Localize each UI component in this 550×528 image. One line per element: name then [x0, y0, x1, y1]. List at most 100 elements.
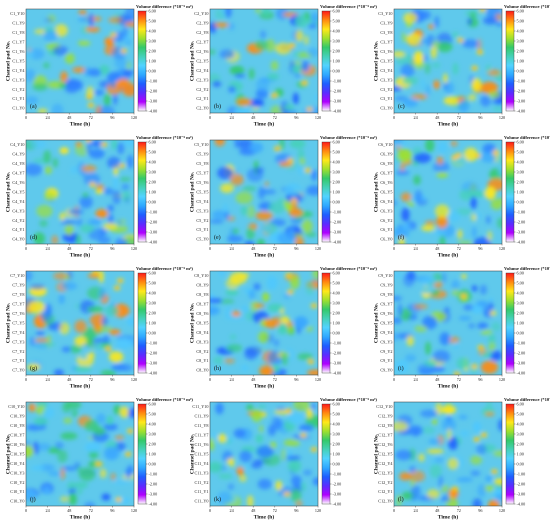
- colorbar-title: Volume difference (*10⁻⁶ m³): [320, 266, 377, 271]
- heat-blob: [432, 161, 450, 173]
- heat-blob: [436, 215, 448, 229]
- heat-blob: [413, 51, 424, 65]
- heat-blob: [441, 484, 449, 494]
- heat-blob: [37, 108, 48, 113]
- heat-blob: [451, 279, 460, 291]
- y-tick-label: C10_Y3: [10, 470, 24, 475]
- heat-blob: [278, 198, 285, 203]
- heat-blob: [439, 235, 446, 244]
- heat-blob: [438, 474, 443, 488]
- heat-blob: [39, 219, 48, 228]
- heat-blob: [419, 286, 435, 294]
- colorbar-tick-label: 5.00: [517, 411, 524, 416]
- heat-hotspot-core: [308, 108, 311, 111]
- x-tick-label: 48: [251, 115, 255, 120]
- heat-blob: [457, 240, 474, 244]
- heat-hotspot-core: [453, 487, 457, 490]
- plot-border: [393, 8, 503, 114]
- x-axis-title: Time (h): [254, 252, 275, 259]
- heat-blob: [267, 73, 280, 81]
- heat-blob: [292, 92, 299, 105]
- colorbar-tick-label: 2.00: [333, 179, 340, 184]
- heat-blob: [270, 60, 279, 71]
- y-tick-label: C5_Y3: [196, 208, 208, 213]
- heat-blob: [222, 202, 229, 213]
- heat-blob: [287, 412, 304, 425]
- y-tick-label: C2_Y6: [196, 49, 208, 54]
- heat-hotspot-core: [290, 44, 294, 47]
- plot-border: [25, 270, 135, 376]
- colorbar-title: Volume difference (*10⁻⁶ m³): [320, 397, 377, 402]
- colorbar-tick-label: 3.00: [149, 431, 156, 436]
- heat-blob: [406, 33, 422, 45]
- x-tick-label: 120: [131, 508, 137, 513]
- colorbar-tick-label: -2.00: [517, 219, 526, 224]
- heat-blob: [288, 208, 303, 218]
- x-tick-label: 96: [478, 377, 482, 382]
- heat-hotspot-core: [481, 9, 485, 11]
- heat-blob: [98, 288, 107, 300]
- colorbar-tick-label: 6.00: [517, 270, 524, 275]
- colorbar-tick-label: -1.00: [333, 471, 342, 476]
- heat-blob: [298, 424, 314, 432]
- y-tick-label: C6_Y7: [380, 171, 392, 176]
- heat-blob: [107, 156, 121, 169]
- y-tick-label: C12_Y8: [378, 423, 392, 428]
- heat-blob: [102, 187, 114, 195]
- y-tick-label: C10_Y9: [10, 414, 24, 419]
- x-tick-label: 96: [478, 115, 482, 120]
- y-tick-label: C9_Y7: [380, 302, 392, 307]
- x-tick-label: 0: [393, 377, 395, 382]
- heat-blob: [64, 53, 75, 64]
- heat-blob: [78, 10, 87, 15]
- y-tick-label: C12_Y4: [378, 461, 393, 466]
- x-tick-label: 120: [499, 115, 505, 120]
- colorbar-tick-label: 3.00: [517, 169, 524, 174]
- heat-blob: [228, 86, 236, 93]
- heat-blob: [394, 296, 403, 301]
- heat-blob: [293, 402, 311, 411]
- colorbar-tick-label: 0.00: [149, 330, 156, 335]
- heat-blob: [126, 317, 134, 327]
- colorbar-tick-label: -1.00: [149, 78, 158, 83]
- heat-blob: [401, 207, 410, 222]
- heat-blob: [447, 336, 460, 344]
- heat-blob: [125, 468, 132, 479]
- colorbar: [137, 10, 147, 112]
- heat-blob: [116, 338, 133, 349]
- heat-blob: [77, 17, 92, 22]
- x-tick-label: 96: [294, 115, 298, 120]
- heat-hotspot-core: [476, 154, 480, 157]
- colorbar-tick-label: 1.00: [333, 320, 340, 325]
- heat-blob: [57, 449, 68, 463]
- heat-blob: [78, 40, 91, 46]
- colorbar-tick-label: 0.00: [517, 68, 524, 73]
- colorbar-tick-label: 6.00: [517, 8, 524, 13]
- heat-blob: [488, 297, 494, 303]
- colorbar-tick-label: -4.00: [517, 501, 526, 506]
- heat-blob: [485, 475, 493, 482]
- heat-blob: [291, 475, 302, 487]
- panel-label: (j): [30, 496, 36, 503]
- y-tick-label: C3_Y7: [380, 40, 392, 45]
- heat-blob: [246, 205, 255, 219]
- colorbar-tick-label: -3.00: [333, 98, 342, 103]
- y-tick-label: C9_Y2: [380, 349, 392, 354]
- panel-label: (g): [30, 365, 37, 372]
- x-tick-label: 0: [25, 508, 27, 513]
- heat-blob: [117, 142, 125, 155]
- heat-blob: [119, 406, 130, 418]
- heat-blob: [60, 432, 78, 440]
- heat-blob: [83, 172, 101, 186]
- colorbar-tick-label: -2.00: [149, 481, 158, 486]
- colorbar-tick-label: -4.00: [149, 501, 158, 506]
- y-tick-label: C4_Y1: [12, 227, 24, 232]
- heat-blob: [229, 65, 245, 75]
- heatmap-svg: C6_Y10C6_Y9C6_Y8C6_Y7C6_Y6C6_Y5C6_Y4C6_Y…: [374, 135, 550, 259]
- heat-blob: [74, 144, 90, 156]
- colorbar-tick-label: 5.00: [333, 411, 340, 416]
- heat-hotspot-core: [453, 156, 456, 159]
- colorbar-tick-label: 6.00: [149, 401, 156, 406]
- heat-blob: [84, 502, 96, 506]
- y-tick-label: C2_Y3: [196, 77, 208, 82]
